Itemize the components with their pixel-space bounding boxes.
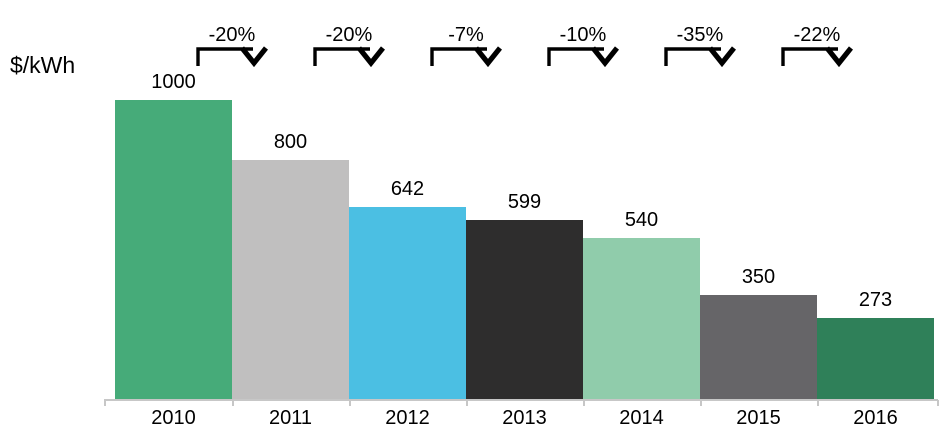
x-tick-label: 2016 [853,407,898,429]
x-axis-line [104,399,938,401]
bar-2012 [349,207,466,399]
bar-2014 [583,238,700,399]
down-bent-arrow-icon [313,45,386,72]
x-tick-label: 2010 [151,407,196,429]
down-bent-arrow-icon [781,45,854,72]
bar-2010 [115,100,232,399]
bar-value-label: 1000 [151,71,196,93]
bar-value-label: 273 [858,289,893,311]
bar-2016 [817,318,934,399]
bar-value-label: 350 [741,266,776,288]
axis-tick [583,400,585,406]
pct-change-label: -10% [559,24,607,46]
down-bent-arrow-icon [664,45,737,72]
bar-value-label: 642 [390,178,425,200]
down-bent-arrow-icon [430,45,503,72]
axis-tick [466,400,468,406]
x-tick-label: 2015 [736,407,781,429]
pct-change-label: -7% [448,24,484,46]
axis-tick [232,400,234,406]
bar-2013 [466,220,583,399]
down-bent-arrow-icon [547,45,620,72]
axis-tick [937,400,939,406]
pct-change-label: -35% [676,24,724,46]
x-tick-label: 2014 [619,407,664,429]
x-tick-label: 2012 [385,407,430,429]
pct-change-label: -20% [325,24,373,46]
axis-tick [700,400,702,406]
down-bent-arrow-icon [196,45,269,72]
x-tick-label: 2011 [268,407,313,429]
x-tick-label: 2013 [502,407,547,429]
axis-tick [349,400,351,406]
pct-change-label: -20% [208,24,256,46]
bar-value-label: 540 [624,209,659,231]
axis-tick [104,400,106,406]
bar-2011 [232,160,349,399]
pct-change-label: -22% [793,24,841,46]
axis-tick [817,400,819,406]
bar-value-label: 800 [273,131,308,153]
bar-2015 [700,295,817,399]
y-axis-label: $/kWh [10,52,76,78]
bar-value-label: 599 [507,191,542,213]
